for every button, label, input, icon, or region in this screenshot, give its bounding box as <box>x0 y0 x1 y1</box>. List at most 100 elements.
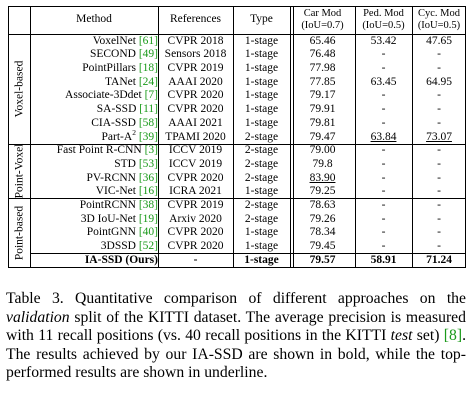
method-cell: 3DSSD [52] <box>30 240 161 253</box>
reference-cell: CVPR 2020 <box>167 89 224 102</box>
cyc-ap-cell: - <box>437 171 441 184</box>
ped-ap-cell: - <box>381 171 386 184</box>
reference-cell: CVPR 2018 <box>167 34 224 47</box>
method-citation[interactable]: [3] <box>144 144 158 157</box>
header-car-iou: (IoU=0.7) <box>301 19 344 31</box>
method-name: Associate-3Ddet <box>65 89 142 102</box>
car-ap-cell: 83.90 <box>309 171 336 184</box>
cyc-ap-cell: 64.95 <box>426 75 452 88</box>
method-name: PV-RCNN <box>86 171 136 184</box>
method-cell: IA-SSD (Ours) <box>30 254 161 267</box>
ped-ap-cell: - <box>381 89 386 102</box>
method-name: VIC-Net <box>95 185 136 198</box>
method-name: SA-SSD <box>96 103 137 116</box>
type-cell: 2-stage <box>244 144 279 157</box>
car-ap-cell: 78.34 <box>309 226 336 239</box>
cyc-ap-cell: - <box>437 144 441 157</box>
type-cell: 1-stage <box>244 226 279 239</box>
method-citation[interactable]: [11] <box>139 103 158 116</box>
method-citation[interactable]: [58] <box>138 116 158 129</box>
header-ped-iou: (IoU=0.5) <box>362 19 405 31</box>
method-citation[interactable]: [53] <box>138 157 158 170</box>
method-citation[interactable]: [40] <box>138 226 158 239</box>
cyc-ap-cell: - <box>437 157 441 170</box>
ped-ap-cell: 53.42 <box>370 34 397 47</box>
method-name: PointPillars <box>82 62 136 74</box>
caption-label: Table 3. <box>6 290 64 307</box>
method-name: Fast Point R-CNN <box>56 144 142 157</box>
reference-cell: - <box>193 253 198 266</box>
ped-ap-cell: 63.84 <box>370 130 397 143</box>
method-citation[interactable]: [61] <box>138 34 158 47</box>
reference-cell: CVPR 2019 <box>167 62 224 74</box>
type-cell: 1-stage <box>244 253 279 266</box>
comparison-table: Method References Type Car Mod (IoU=0.7) Ped.… <box>8 4 466 276</box>
header-references: References <box>169 13 222 26</box>
method-name: SECOND <box>89 48 136 61</box>
column-rule <box>290 6 294 267</box>
reference-cell: ICCV 2019 <box>168 157 223 170</box>
method-citation[interactable]: [38] <box>138 199 158 211</box>
method-citation[interactable]: [16] <box>138 185 158 198</box>
method-cell: Fast Point R-CNN [3] <box>30 144 161 157</box>
method-name: PointGNN <box>86 226 136 239</box>
car-ap-cell: 79.00 <box>309 144 336 157</box>
car-ap-cell: 79.57 <box>309 253 336 266</box>
method-citation[interactable]: [52] <box>138 240 158 253</box>
car-ap-cell: 79.26 <box>309 212 336 225</box>
cyc-ap-cell: - <box>437 226 441 239</box>
reference-cell: CVPR 2020 <box>167 171 224 184</box>
caption-text-4: . The results achieved by our IA-SSD are… <box>6 327 466 382</box>
group-label: Point-based <box>13 205 26 260</box>
column-rule <box>412 6 413 267</box>
column-rule <box>465 6 466 267</box>
ped-ap-cell: - <box>381 62 386 74</box>
car-ap-cell: 77.98 <box>309 62 336 74</box>
type-cell: 2-stage <box>244 171 279 184</box>
method-name: STD <box>114 157 136 170</box>
column-rule <box>30 6 31 267</box>
ped-ap-cell: - <box>381 226 386 239</box>
reference-cell: ICCV 2019 <box>168 144 223 157</box>
reference-cell: Arxiv 2020 <box>169 212 222 225</box>
method-citation[interactable]: [18] <box>138 62 158 74</box>
car-ap-cell: 76.48 <box>309 48 336 61</box>
type-cell: 2-stage <box>244 212 279 225</box>
table-rule <box>8 6 466 7</box>
cyc-ap-cell: - <box>437 103 441 116</box>
cyc-ap-cell: - <box>437 89 441 102</box>
method-citation[interactable]: [19] <box>138 212 158 225</box>
car-ap-cell: 77.85 <box>309 75 336 88</box>
method-citation[interactable]: [24] <box>138 75 158 88</box>
ped-ap-cell: - <box>381 185 386 198</box>
car-ap-cell: 79.8 <box>312 157 333 170</box>
method-cell: TANet [24] <box>30 75 161 89</box>
type-cell: 2-stage <box>244 199 279 211</box>
method-cell: PV-RCNN [36] <box>30 171 161 185</box>
ped-ap-cell: 58.91 <box>370 253 397 266</box>
method-citation[interactable]: [7] <box>144 89 158 102</box>
cyc-ap-cell: - <box>437 240 441 253</box>
cyc-ap-cell: - <box>437 185 441 198</box>
car-ap-cell: 79.47 <box>309 130 336 143</box>
method-citation[interactable]: [36] <box>138 171 158 184</box>
caption-text-3: set) <box>412 327 444 345</box>
reference-cell: CVPR 2020 <box>167 226 224 239</box>
car-ap-cell: 78.63 <box>309 199 336 211</box>
method-cell: PointRCNN [38] <box>30 199 161 212</box>
car-ap-cell: 79.45 <box>309 240 336 253</box>
ped-ap-cell: - <box>381 157 386 170</box>
method-citation[interactable]: [39] <box>138 130 158 143</box>
method-cell: STD [53] <box>30 157 161 171</box>
ped-ap-cell: - <box>381 103 386 116</box>
method-name: 3DSSD <box>100 240 136 253</box>
method-cell: PointPillars [18] <box>30 62 161 75</box>
method-cell: VoxelNet [61] <box>30 34 161 48</box>
method-name: VoxelNet <box>92 34 136 47</box>
column-rule <box>158 6 159 267</box>
method-citation[interactable]: [49] <box>138 48 158 61</box>
method-cell: SECOND [49] <box>30 49 161 61</box>
ped-ap-cell: - <box>381 144 386 157</box>
caption-text-1: Quantitative comparison of different app… <box>63 290 466 307</box>
method-cell: PointGNN [40] <box>30 227 161 239</box>
